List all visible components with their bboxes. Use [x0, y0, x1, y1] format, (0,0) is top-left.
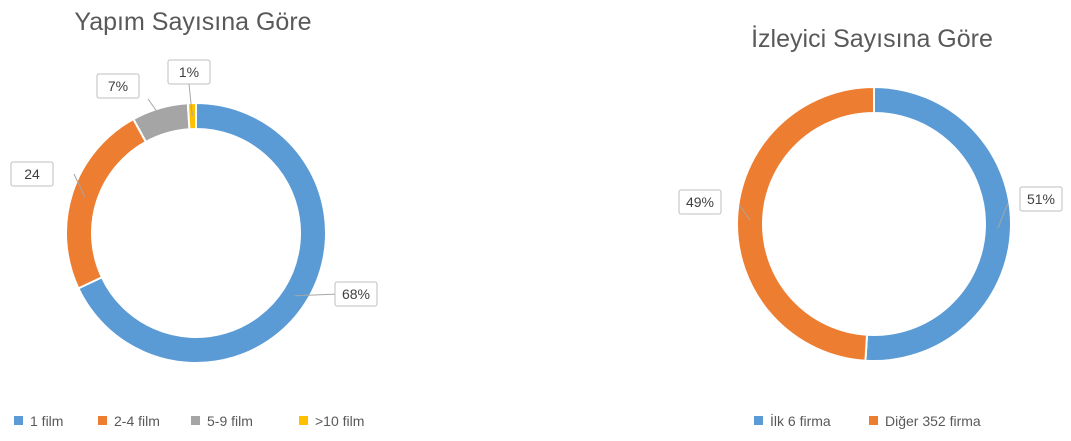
chart-2-title: İzleyici Sayısına Göre — [751, 24, 993, 53]
chart-1-data-label-2: 24 — [24, 166, 40, 182]
chart-1-legend-label-2: 2-4 film — [114, 413, 160, 429]
chart-2-data-label-1: 51% — [1027, 191, 1055, 207]
chart-2-data-label-2: 49% — [686, 194, 714, 210]
chart-2-legend-label-2: Diğer 352 firma — [885, 413, 981, 429]
chart-1-leader-1 — [294, 293, 340, 297]
chart-2-slice-2 — [736, 85, 875, 362]
chart-1-slice-1 — [77, 101, 327, 364]
chart-1-slice-3 — [132, 102, 191, 144]
chart-1-label-box-4 — [167, 59, 211, 85]
chart-1-legend-swatch-2 — [98, 416, 107, 425]
chart-2-legend-swatch-2 — [869, 416, 878, 425]
chart-1-leader-2 — [73, 173, 86, 198]
chart-1-legend-swatch-1 — [14, 416, 23, 425]
chart-2-legend-swatch-1 — [754, 416, 763, 425]
chart-2-slice-1 — [864, 85, 1012, 362]
chart-1-legend-label-1: 1 film — [30, 413, 63, 429]
chart-1-slice-4 — [186, 101, 197, 131]
chart-1-label-box-1 — [334, 281, 378, 307]
chart-1-data-label-4: 1% — [179, 64, 199, 80]
chart-1-leader-3 — [147, 98, 164, 121]
chart-1-data-label-1: 68% — [342, 286, 370, 302]
chart-1-slice-2 — [65, 117, 148, 290]
chart-2-legend-label-1: İlk 6 firma — [770, 412, 831, 429]
chart-1-leader-4 — [188, 83, 193, 117]
chart-2-leader-1 — [997, 202, 1009, 229]
chart-2-label-box-1 — [1019, 186, 1063, 212]
chart-1-label-box-2 — [10, 161, 54, 187]
chart-1-legend-label-4: >10 film — [315, 413, 364, 429]
chart-2-label-box-2 — [678, 189, 722, 215]
chart-1-label-box-3 — [96, 73, 140, 99]
chart-1-legend-label-3: 5-9 film — [207, 413, 253, 429]
chart-1-title: Yapım Sayısına Göre — [74, 8, 311, 36]
chart-1-data-label-3: 7% — [108, 78, 128, 94]
chart-1-legend-swatch-3 — [191, 416, 200, 425]
chart-1-legend-swatch-4 — [299, 416, 308, 425]
chart-2-leader-2 — [739, 205, 751, 221]
